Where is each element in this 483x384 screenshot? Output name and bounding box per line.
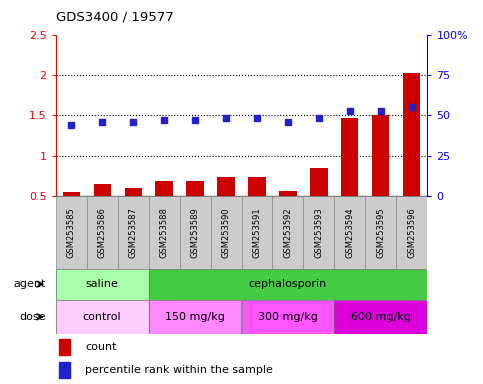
Text: GSM253587: GSM253587 — [128, 207, 138, 258]
Text: count: count — [85, 342, 117, 352]
Text: 600 mg/kg: 600 mg/kg — [351, 312, 411, 322]
Point — [191, 117, 199, 123]
Text: agent: agent — [14, 279, 46, 289]
Point — [129, 119, 137, 126]
Bar — [311, 168, 327, 196]
Bar — [117, 196, 149, 269]
Text: GSM253585: GSM253585 — [67, 207, 75, 258]
Point — [160, 117, 168, 123]
Bar — [125, 188, 142, 196]
Bar — [149, 269, 427, 300]
Bar — [303, 196, 334, 269]
Text: dose: dose — [19, 312, 46, 322]
Bar — [59, 362, 71, 378]
Point — [408, 104, 416, 110]
Bar — [242, 196, 272, 269]
Bar — [56, 196, 86, 269]
Bar — [397, 196, 427, 269]
Point — [253, 114, 261, 121]
Point — [98, 119, 106, 125]
Bar — [403, 73, 421, 196]
Bar — [341, 118, 358, 196]
Bar — [366, 196, 397, 269]
Bar — [248, 177, 266, 196]
Text: GSM253593: GSM253593 — [314, 207, 324, 258]
Bar — [56, 300, 149, 334]
Text: 300 mg/kg: 300 mg/kg — [258, 312, 318, 322]
Bar — [272, 196, 303, 269]
Bar — [280, 191, 297, 196]
Point — [222, 114, 230, 121]
Bar — [186, 181, 203, 196]
Text: control: control — [83, 312, 121, 322]
Bar — [372, 115, 389, 196]
Text: percentile rank within the sample: percentile rank within the sample — [85, 365, 273, 375]
Text: 150 mg/kg: 150 mg/kg — [165, 312, 225, 322]
Bar — [86, 196, 117, 269]
Text: GSM253589: GSM253589 — [190, 207, 199, 258]
Text: GSM253590: GSM253590 — [222, 207, 230, 258]
Bar — [62, 192, 80, 196]
Bar — [59, 339, 71, 355]
Bar — [334, 300, 427, 334]
Point — [284, 119, 292, 126]
Bar — [149, 300, 242, 334]
Bar — [242, 300, 334, 334]
Text: saline: saline — [85, 279, 118, 289]
Text: GSM253591: GSM253591 — [253, 207, 261, 258]
Bar — [94, 184, 111, 196]
Bar — [217, 177, 235, 196]
Text: GSM253588: GSM253588 — [159, 207, 169, 258]
Point — [377, 108, 385, 114]
Point — [315, 114, 323, 121]
Bar — [56, 269, 149, 300]
Point — [346, 108, 354, 114]
Text: GDS3400 / 19577: GDS3400 / 19577 — [56, 10, 173, 23]
Bar — [149, 196, 180, 269]
Bar — [180, 196, 211, 269]
Point — [67, 122, 75, 128]
Text: GSM253586: GSM253586 — [98, 207, 107, 258]
Text: cephalosporin: cephalosporin — [249, 279, 327, 289]
Text: GSM253594: GSM253594 — [345, 207, 355, 258]
Text: GSM253595: GSM253595 — [376, 207, 385, 258]
Bar — [211, 196, 242, 269]
Text: GSM253596: GSM253596 — [408, 207, 416, 258]
Bar — [334, 196, 366, 269]
Bar — [156, 181, 172, 196]
Text: GSM253592: GSM253592 — [284, 207, 293, 258]
